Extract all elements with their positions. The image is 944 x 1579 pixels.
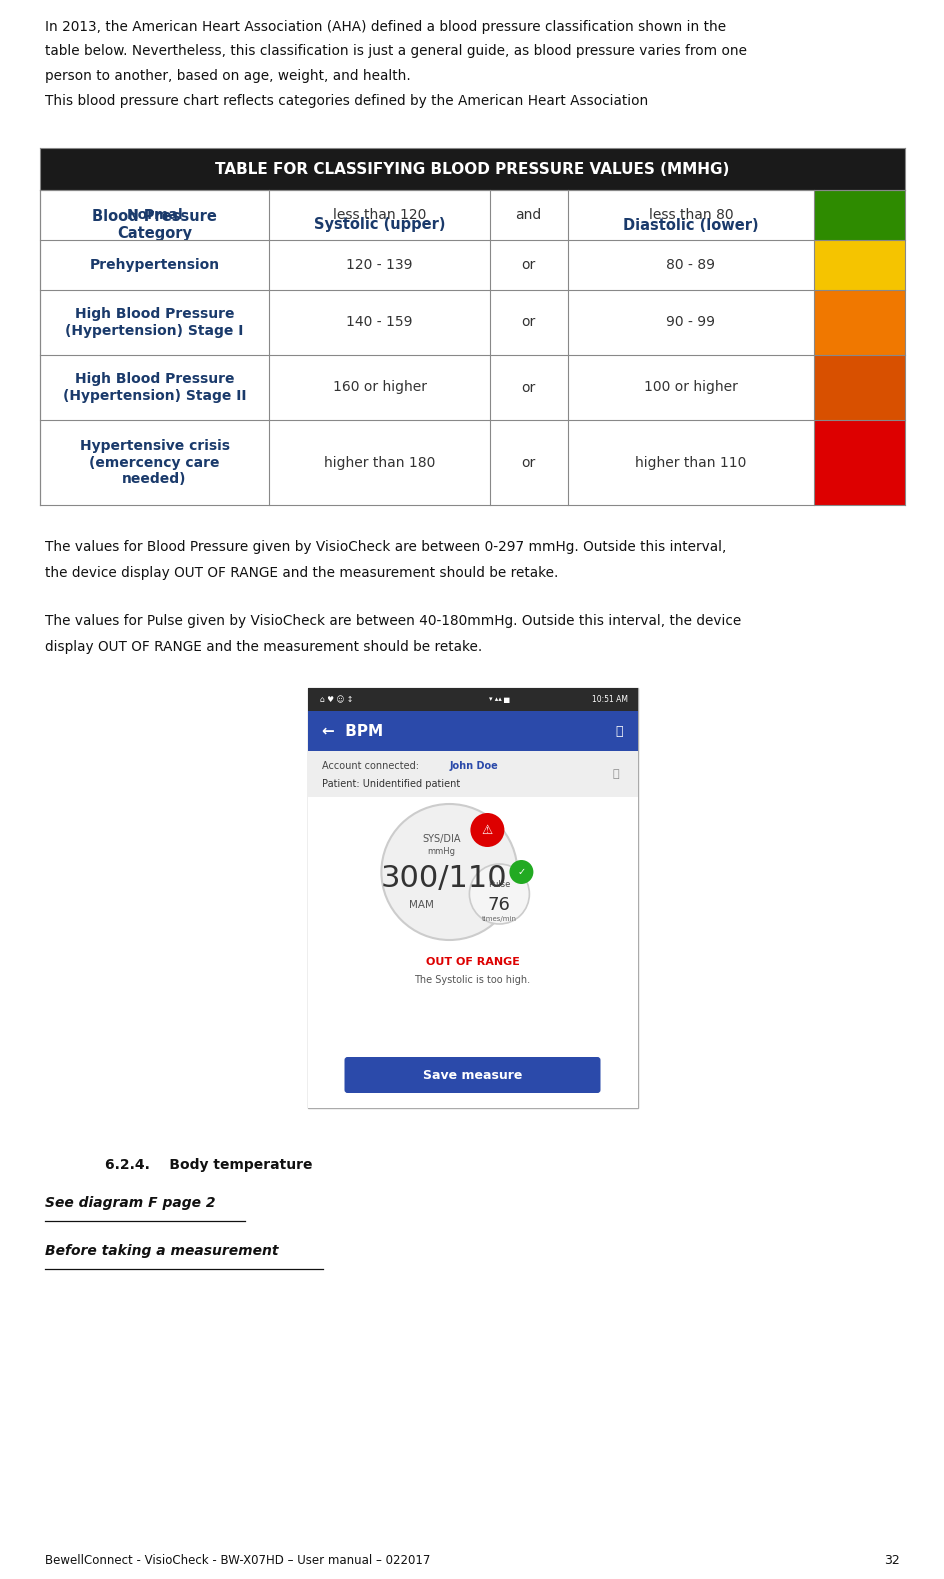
Bar: [814, 189, 904, 240]
Text: BewellConnect - VisioCheck - BW-X07HD – User manual – 022017: BewellConnect - VisioCheck - BW-X07HD – …: [45, 1554, 430, 1566]
Bar: [814, 355, 904, 420]
Text: mmHg: mmHg: [427, 846, 455, 856]
Text: 140 - 159: 140 - 159: [346, 316, 413, 330]
Text: ⌂ ♥ ☺ ↕: ⌂ ♥ ☺ ↕: [319, 695, 352, 704]
Bar: [40, 189, 904, 261]
Text: This blood pressure chart reflects categories defined by the American Heart Asso: This blood pressure chart reflects categ…: [45, 93, 648, 107]
Text: higher than 110: higher than 110: [634, 455, 746, 469]
Text: 6.2.4.    Body temperature: 6.2.4. Body temperature: [105, 1157, 312, 1172]
Circle shape: [470, 813, 504, 846]
Circle shape: [469, 864, 529, 924]
Bar: [814, 420, 904, 505]
Text: Systolic (upper): Systolic (upper): [313, 218, 445, 232]
Text: The values for Pulse given by VisioCheck are between 40-180mmHg. Outside this in: The values for Pulse given by VisioCheck…: [45, 614, 740, 628]
Text: display OUT OF RANGE and the measurement should be retake.: display OUT OF RANGE and the measurement…: [45, 639, 481, 654]
Text: Prehypertension: Prehypertension: [90, 257, 219, 272]
Text: ⚠: ⚠: [481, 824, 493, 837]
Text: ▾ ▴▴ ▆: ▾ ▴▴ ▆: [488, 696, 509, 703]
Text: higher than 180: higher than 180: [324, 455, 435, 469]
Bar: [814, 240, 904, 291]
Text: 160 or higher: 160 or higher: [332, 381, 426, 395]
Text: The Systolic is too high.: The Systolic is too high.: [414, 974, 530, 985]
Circle shape: [381, 804, 517, 940]
Text: Save measure: Save measure: [422, 1069, 522, 1082]
Text: or: or: [521, 257, 535, 272]
Bar: [40, 189, 904, 240]
Text: Diastolic (lower): Diastolic (lower): [622, 218, 758, 232]
Text: 32: 32: [884, 1554, 899, 1566]
Text: Patient: Unidentified patient: Patient: Unidentified patient: [321, 778, 460, 790]
Text: Account connected:: Account connected:: [321, 761, 421, 771]
Text: ✓: ✓: [516, 867, 525, 876]
Text: SYS/DIA: SYS/DIA: [422, 834, 460, 845]
Text: ⓘ: ⓘ: [615, 725, 622, 737]
Text: TABLE FOR CLASSIFYING BLOOD PRESSURE VALUES (MMHG): TABLE FOR CLASSIFYING BLOOD PRESSURE VAL…: [215, 161, 729, 177]
Text: John Doe: John Doe: [449, 761, 497, 771]
Bar: [40, 240, 904, 291]
Text: and: and: [515, 208, 541, 223]
Text: Normal: Normal: [126, 208, 183, 223]
Bar: [307, 688, 637, 1108]
Bar: [40, 148, 904, 189]
Text: See diagram F page 2: See diagram F page 2: [45, 1195, 215, 1210]
Text: 76: 76: [487, 895, 511, 914]
Text: ←  BPM: ← BPM: [322, 723, 383, 739]
Bar: [307, 797, 637, 1108]
Text: The values for Blood Pressure given by VisioCheck are between 0-297 mmHg. Outsid: The values for Blood Pressure given by V…: [45, 540, 726, 554]
Text: less than 120: less than 120: [332, 208, 426, 223]
Text: 120 - 139: 120 - 139: [346, 257, 413, 272]
Text: the device display OUT OF RANGE and the measurement should be retake.: the device display OUT OF RANGE and the …: [45, 565, 558, 579]
Text: Pulse: Pulse: [488, 880, 510, 889]
Text: 10:51 AM: 10:51 AM: [591, 695, 627, 704]
Bar: [307, 711, 637, 752]
Text: or: or: [521, 316, 535, 330]
Text: 📂: 📂: [612, 769, 618, 778]
Text: 80 - 89: 80 - 89: [666, 257, 715, 272]
Text: In 2013, the American Heart Association (AHA) defined a blood pressure classific: In 2013, the American Heart Association …: [45, 21, 725, 35]
Text: 100 or higher: 100 or higher: [643, 381, 737, 395]
Bar: [307, 752, 637, 797]
Text: 90 - 99: 90 - 99: [666, 316, 715, 330]
Bar: [307, 688, 637, 711]
Text: High Blood Pressure
(Hypertension) Stage II: High Blood Pressure (Hypertension) Stage…: [63, 373, 246, 403]
Text: or: or: [521, 455, 535, 469]
Text: 300/110: 300/110: [380, 864, 507, 894]
Text: OUT OF RANGE: OUT OF RANGE: [425, 957, 519, 966]
Bar: [40, 355, 904, 420]
Text: less than 80: less than 80: [648, 208, 733, 223]
Text: person to another, based on age, weight, and health.: person to another, based on age, weight,…: [45, 69, 411, 84]
Text: Hypertensive crisis
(emercency care
needed): Hypertensive crisis (emercency care need…: [79, 439, 229, 486]
Bar: [40, 420, 904, 505]
Text: Before taking a measurement: Before taking a measurement: [45, 1244, 278, 1258]
Text: or: or: [521, 381, 535, 395]
Text: Blood Pressure
Category: Blood Pressure Category: [93, 208, 217, 242]
Text: MAM: MAM: [409, 900, 433, 910]
Text: High Blood Pressure
(Hypertension) Stage I: High Blood Pressure (Hypertension) Stage…: [65, 308, 244, 338]
Bar: [814, 291, 904, 355]
Circle shape: [509, 861, 532, 884]
Text: table below. Nevertheless, this classification is just a general guide, as blood: table below. Nevertheless, this classifi…: [45, 44, 746, 58]
Text: times/min: times/min: [481, 916, 516, 922]
Bar: [40, 291, 904, 355]
FancyBboxPatch shape: [345, 1056, 599, 1093]
